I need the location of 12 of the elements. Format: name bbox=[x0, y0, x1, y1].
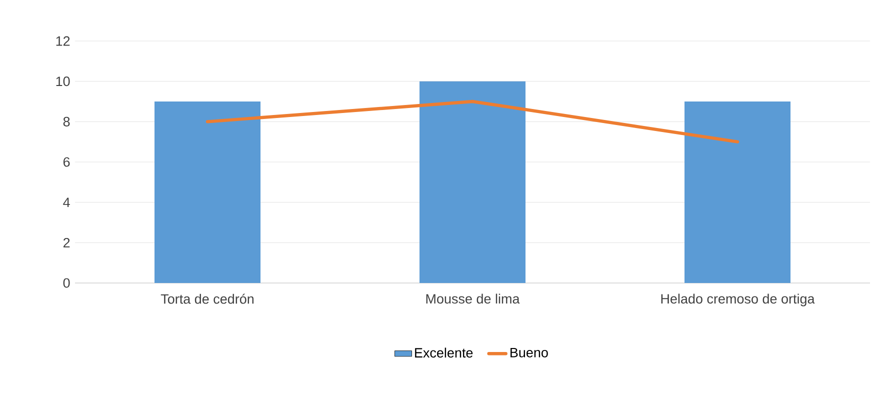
y-tick-label: 6 bbox=[63, 157, 70, 167]
y-tick-label: 12 bbox=[56, 36, 70, 46]
y-tick-label: 2 bbox=[63, 238, 70, 248]
x-tick-label: Mousse de lima bbox=[426, 294, 520, 304]
x-tick-label: Torta de cedrón bbox=[160, 294, 254, 304]
y-tick-label: 8 bbox=[63, 116, 70, 126]
y-tick-label: 4 bbox=[63, 198, 70, 207]
legend-label: Bueno bbox=[510, 348, 548, 358]
y-tick-label: 0 bbox=[63, 278, 70, 288]
y-tick-label: 10 bbox=[56, 76, 70, 86]
legend-label: Excelente bbox=[415, 348, 473, 358]
x-tick-label: Helado cremoso de ortiga bbox=[661, 294, 815, 306]
